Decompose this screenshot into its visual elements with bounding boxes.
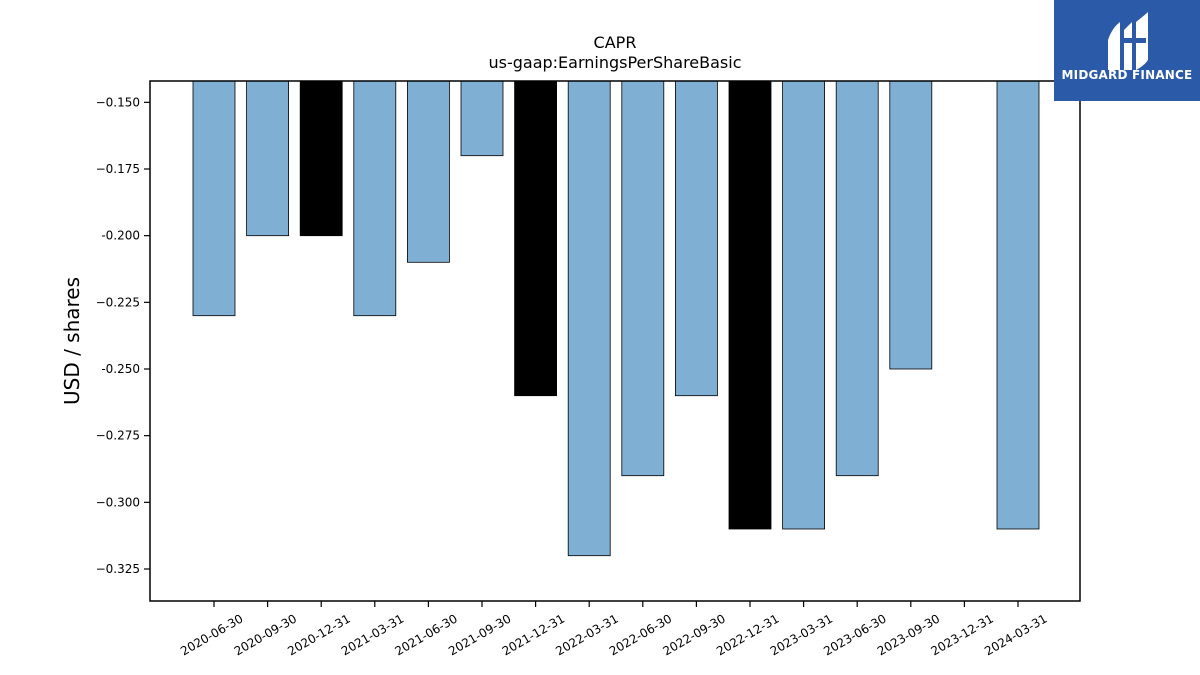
plot-area-frame bbox=[149, 80, 1081, 602]
y-tick-label: −0.275 bbox=[96, 429, 140, 443]
y-tick-label: −0.225 bbox=[96, 295, 140, 309]
y-tick-label: -0.200 bbox=[101, 229, 140, 243]
bar-2021-06-30 bbox=[406, 80, 450, 263]
chart-subtitle: us-gaap:EarningsPerShareBasic bbox=[488, 53, 741, 72]
bar-2021-09-30 bbox=[460, 80, 504, 157]
bar-2022-03-31 bbox=[567, 80, 611, 557]
y-axis-label: USD / shares bbox=[60, 277, 84, 405]
bars-group bbox=[192, 80, 1040, 557]
x-axis-ticks: 2020-06-302020-09-302020-12-312021-03-31… bbox=[178, 601, 1050, 658]
bar-2020-12-31 bbox=[299, 80, 343, 237]
bar-2024-03-31 bbox=[996, 80, 1040, 530]
brand-logo-icon bbox=[1108, 12, 1148, 70]
y-tick-label: −0.175 bbox=[96, 162, 140, 176]
brand-name: MIDGARD FINANCE bbox=[1061, 68, 1193, 82]
bar-2023-06-30 bbox=[835, 80, 879, 477]
y-tick-label: −0.300 bbox=[96, 495, 140, 509]
bar-2020-06-30 bbox=[192, 80, 236, 317]
bar-2022-12-31 bbox=[728, 80, 772, 530]
bar-2020-09-30 bbox=[246, 80, 290, 237]
y-tick-label: −0.325 bbox=[96, 562, 140, 576]
y-tick-label: -0.250 bbox=[101, 362, 140, 376]
y-tick-label: −0.150 bbox=[96, 95, 140, 109]
y-axis-ticks: −0.150 −0.175 -0.200 −0.225 -0.250 −0.275 −0.3… bbox=[96, 95, 150, 576]
chart-title: CAPR bbox=[594, 33, 637, 52]
brand-logo: MIDGARD FINANCE bbox=[1054, 0, 1200, 101]
bar-2021-03-31 bbox=[353, 80, 397, 317]
bar-2022-06-30 bbox=[621, 80, 665, 477]
bar-2021-12-31 bbox=[514, 80, 557, 397]
bar-2023-09-30 bbox=[889, 80, 933, 370]
bar-2022-09-30 bbox=[675, 80, 718, 397]
bar-2023-03-31 bbox=[782, 80, 825, 530]
